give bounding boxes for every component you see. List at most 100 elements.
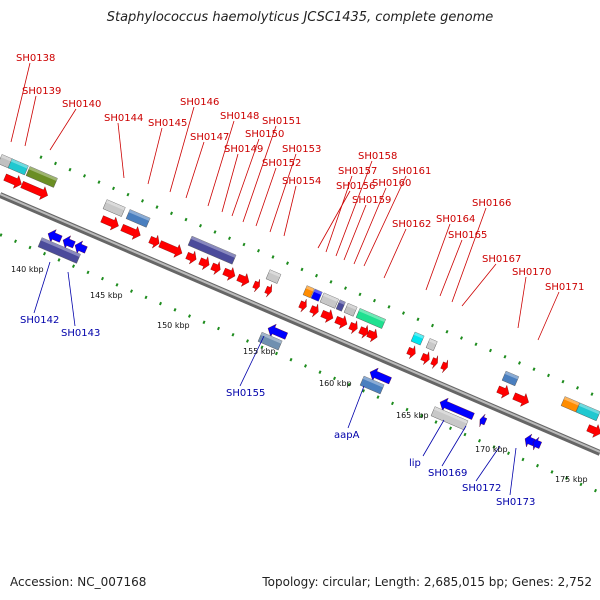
outer-ruler-dot [358, 292, 362, 297]
gene-label-sh0140: SH0140 [62, 99, 101, 110]
gene-leader-line [67, 271, 76, 327]
inner-ruler-dot [86, 270, 90, 275]
inner-ruler-dot [274, 351, 279, 356]
outer-ruler-dot [459, 336, 464, 340]
inner-ruler-dot [129, 289, 134, 293]
forward-gene-arrow [430, 355, 438, 369]
backbone-line [0, 192, 600, 456]
gene-leader-line [517, 276, 527, 329]
forward-gene-box [355, 308, 386, 329]
forward-gene-box [102, 199, 126, 217]
gene-labels: 140 kbp 145 kbp 150 kbp 155 kbp 160 kbp 165 k… [11, 53, 588, 508]
gene-leader-line [231, 138, 260, 217]
gene-leader-line [239, 335, 265, 387]
gene-leader-line [425, 223, 451, 291]
inner-ruler-dot [216, 326, 221, 331]
scale-tick-label: 140 kbp [11, 265, 44, 274]
inner-ruler-dot [579, 482, 583, 487]
forward-gene-arrow [264, 284, 272, 298]
gene-label-aapa: aapA [334, 430, 360, 441]
gene-leader-line [439, 239, 463, 297]
gene-label-sh0147: SH0147 [190, 132, 229, 143]
inner-ruler-dot [158, 301, 163, 306]
forward-gene-arrow [148, 234, 160, 249]
inner-ruler-dot [260, 345, 264, 350]
forward-gene-arrow [252, 279, 260, 293]
gene-leader-line [537, 291, 560, 341]
gene-leader-line [353, 187, 387, 265]
inner-ruler-dot [115, 283, 119, 287]
inner-ruler-dot [187, 314, 192, 318]
outer-ruler-dot [271, 255, 275, 259]
inner-ruler-dot [332, 376, 337, 381]
inner-ruler-dot [405, 407, 409, 412]
gene-leader-line [207, 120, 235, 207]
gene-leader-line [363, 175, 407, 267]
forward-gene-box [265, 269, 282, 284]
outer-ruler-dot [329, 280, 333, 284]
gene-leader-line [343, 204, 367, 261]
inner-ruler-dot [506, 451, 511, 455]
forward-gene-arrow [100, 215, 119, 231]
forward-gene-arrow [198, 256, 210, 271]
outer-ruler-dot [546, 373, 551, 378]
forward-gene-arrow [320, 309, 334, 323]
outer-ruler-dot [387, 305, 391, 309]
outer-ruler-dot [445, 330, 449, 334]
inner-ruler-dot [376, 395, 380, 399]
gene-label-sh0169: SH0169 [428, 468, 467, 479]
inner-ruler-dot [434, 420, 438, 424]
inner-ruler-dot [28, 245, 32, 250]
forward-gene-box [125, 209, 151, 228]
gene-label-sh0162: SH0162 [392, 219, 431, 230]
gene-label-sh0151: SH0151 [262, 116, 301, 127]
forward-gene-box [335, 299, 346, 312]
page-title: Staphylococcus haemolyticus JCSC1435, co… [106, 10, 494, 25]
forward-gene-box [410, 331, 425, 346]
scale-tick-label: 175 kbp [555, 475, 588, 484]
inner-ruler-dot [0, 233, 3, 237]
gene-leader-line [255, 167, 277, 227]
outer-ruler-dot [155, 205, 159, 209]
forward-gene-box [7, 158, 29, 176]
forward-gene-arrow [222, 267, 236, 281]
gene-label-sh0144: SH0144 [104, 113, 143, 124]
gene-label-sh0154: SH0154 [282, 176, 321, 187]
gene-leader-line [475, 445, 501, 482]
gene-label-sh0155: SH0155 [226, 388, 265, 399]
accession-label: Accession: NC_007168 [10, 575, 147, 589]
forward-gene-box [302, 285, 315, 299]
gene-leader-line [10, 62, 31, 143]
forward-gene-arrow [512, 392, 529, 407]
outer-ruler-dot [575, 386, 580, 390]
forward-gene-box [343, 302, 358, 317]
gene-label-sh0142: SH0142 [20, 315, 59, 326]
scale-tick-label: 160 kbp [319, 379, 352, 388]
forward-gene-arrow [440, 359, 448, 373]
gene-leader-line [509, 447, 517, 496]
backbone-highlight [0, 193, 600, 453]
outer-ruler-dot [590, 392, 594, 396]
scale-tick-label: 170 kbp [475, 445, 508, 454]
inner-ruler-dot [477, 438, 482, 443]
gene-leader-line [147, 127, 163, 185]
gene-label-sh0164: SH0164 [436, 214, 475, 225]
reverse-gene-arrow [47, 229, 63, 243]
gene-leader-line [33, 261, 51, 314]
outer-ruler-dot [517, 361, 522, 365]
outer-ruler-dot [242, 242, 246, 247]
ruler-dots [0, 155, 598, 493]
gene-label-sh0167: SH0167 [482, 254, 521, 265]
forward-gene-arrow [586, 424, 600, 438]
genome-stats: Topology: circular; Length: 2,685,015 bp… [262, 575, 592, 589]
gene-label-sh0172: SH0172 [462, 483, 501, 494]
outer-ruler-dot [169, 211, 174, 216]
gene-label-sh0159: SH0159 [352, 195, 391, 206]
outer-ruler-dot [97, 180, 101, 184]
forward-gene-arrow [358, 324, 369, 339]
inner-ruler-dot [289, 357, 293, 362]
forward-gene-box [501, 370, 520, 387]
forward-gene-arrow [298, 299, 307, 313]
gene-label-sh0171: SH0171 [545, 282, 584, 293]
